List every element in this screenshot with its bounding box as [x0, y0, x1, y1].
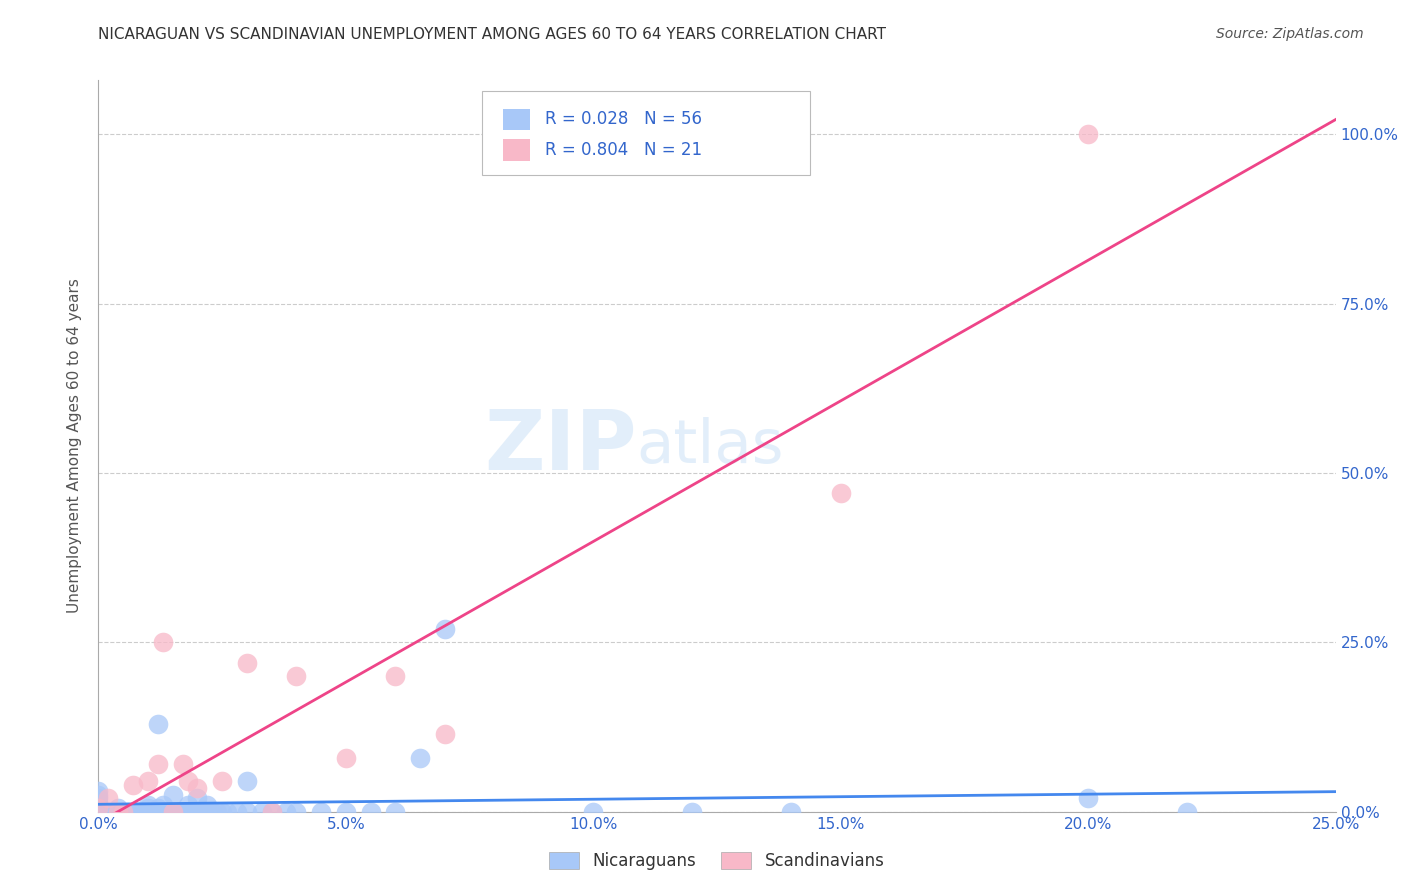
Point — [87, 801, 110, 815]
Legend: Nicaraguans, Scandinavians: Nicaraguans, Scandinavians — [543, 845, 891, 877]
Point — [360, 805, 382, 819]
Point — [162, 805, 184, 819]
Point — [205, 805, 228, 819]
Point — [226, 805, 249, 819]
Point — [136, 774, 159, 789]
Point — [176, 774, 198, 789]
Point — [250, 805, 273, 819]
Point — [582, 805, 605, 819]
Point — [142, 805, 165, 819]
Point — [211, 774, 233, 789]
Point — [260, 805, 283, 819]
Point — [152, 797, 174, 812]
Point — [285, 669, 308, 683]
Point — [166, 805, 188, 819]
Point — [107, 805, 129, 819]
Point — [87, 791, 110, 805]
Point — [172, 805, 194, 819]
Point — [681, 805, 703, 819]
Point — [1175, 805, 1198, 819]
Point — [335, 805, 357, 819]
Point — [122, 778, 145, 792]
Text: Source: ZipAtlas.com: Source: ZipAtlas.com — [1216, 27, 1364, 41]
Point — [1077, 791, 1099, 805]
Point — [260, 805, 283, 819]
Point — [195, 797, 218, 812]
FancyBboxPatch shape — [503, 139, 530, 161]
Point — [211, 805, 233, 819]
Point — [146, 716, 169, 731]
Point — [201, 805, 224, 819]
Point — [132, 805, 155, 819]
Text: R = 0.804   N = 21: R = 0.804 N = 21 — [546, 141, 702, 159]
FancyBboxPatch shape — [482, 91, 810, 176]
Point — [236, 656, 259, 670]
Point — [152, 805, 174, 819]
Point — [236, 805, 259, 819]
Point — [176, 797, 198, 812]
Point — [335, 750, 357, 764]
Point — [276, 805, 298, 819]
Point — [87, 801, 110, 815]
Point — [112, 805, 135, 819]
Point — [117, 805, 139, 819]
Point — [162, 788, 184, 802]
Y-axis label: Unemployment Among Ages 60 to 64 years: Unemployment Among Ages 60 to 64 years — [67, 278, 83, 614]
Point — [830, 486, 852, 500]
Point — [1077, 128, 1099, 142]
Point — [433, 622, 456, 636]
Point — [156, 805, 179, 819]
Point — [87, 795, 110, 809]
Text: R = 0.028   N = 56: R = 0.028 N = 56 — [546, 111, 702, 128]
Point — [186, 805, 208, 819]
Point — [136, 797, 159, 812]
Point — [191, 805, 214, 819]
Point — [136, 801, 159, 815]
Point — [176, 805, 198, 819]
Point — [87, 788, 110, 802]
Point — [122, 805, 145, 819]
Point — [146, 801, 169, 815]
Point — [384, 669, 406, 683]
Point — [87, 784, 110, 798]
Point — [103, 805, 125, 819]
FancyBboxPatch shape — [503, 109, 530, 130]
Point — [162, 805, 184, 819]
Text: ZIP: ZIP — [484, 406, 637, 486]
Point — [107, 801, 129, 815]
Point — [112, 805, 135, 819]
Point — [217, 805, 239, 819]
Point — [97, 805, 120, 819]
Point — [186, 780, 208, 795]
Point — [181, 805, 204, 819]
Point — [780, 805, 803, 819]
Point — [186, 791, 208, 805]
Point — [152, 635, 174, 649]
Point — [146, 757, 169, 772]
Point — [433, 727, 456, 741]
Point — [97, 791, 120, 805]
Text: NICARAGUAN VS SCANDINAVIAN UNEMPLOYMENT AMONG AGES 60 TO 64 YEARS CORRELATION CH: NICARAGUAN VS SCANDINAVIAN UNEMPLOYMENT … — [98, 27, 886, 42]
Point — [285, 805, 308, 819]
Point — [195, 805, 218, 819]
Point — [309, 805, 332, 819]
Point — [409, 750, 432, 764]
Point — [172, 757, 194, 772]
Point — [127, 805, 149, 819]
Text: atlas: atlas — [637, 417, 785, 475]
Point — [384, 805, 406, 819]
Point — [87, 797, 110, 812]
Point — [236, 774, 259, 789]
